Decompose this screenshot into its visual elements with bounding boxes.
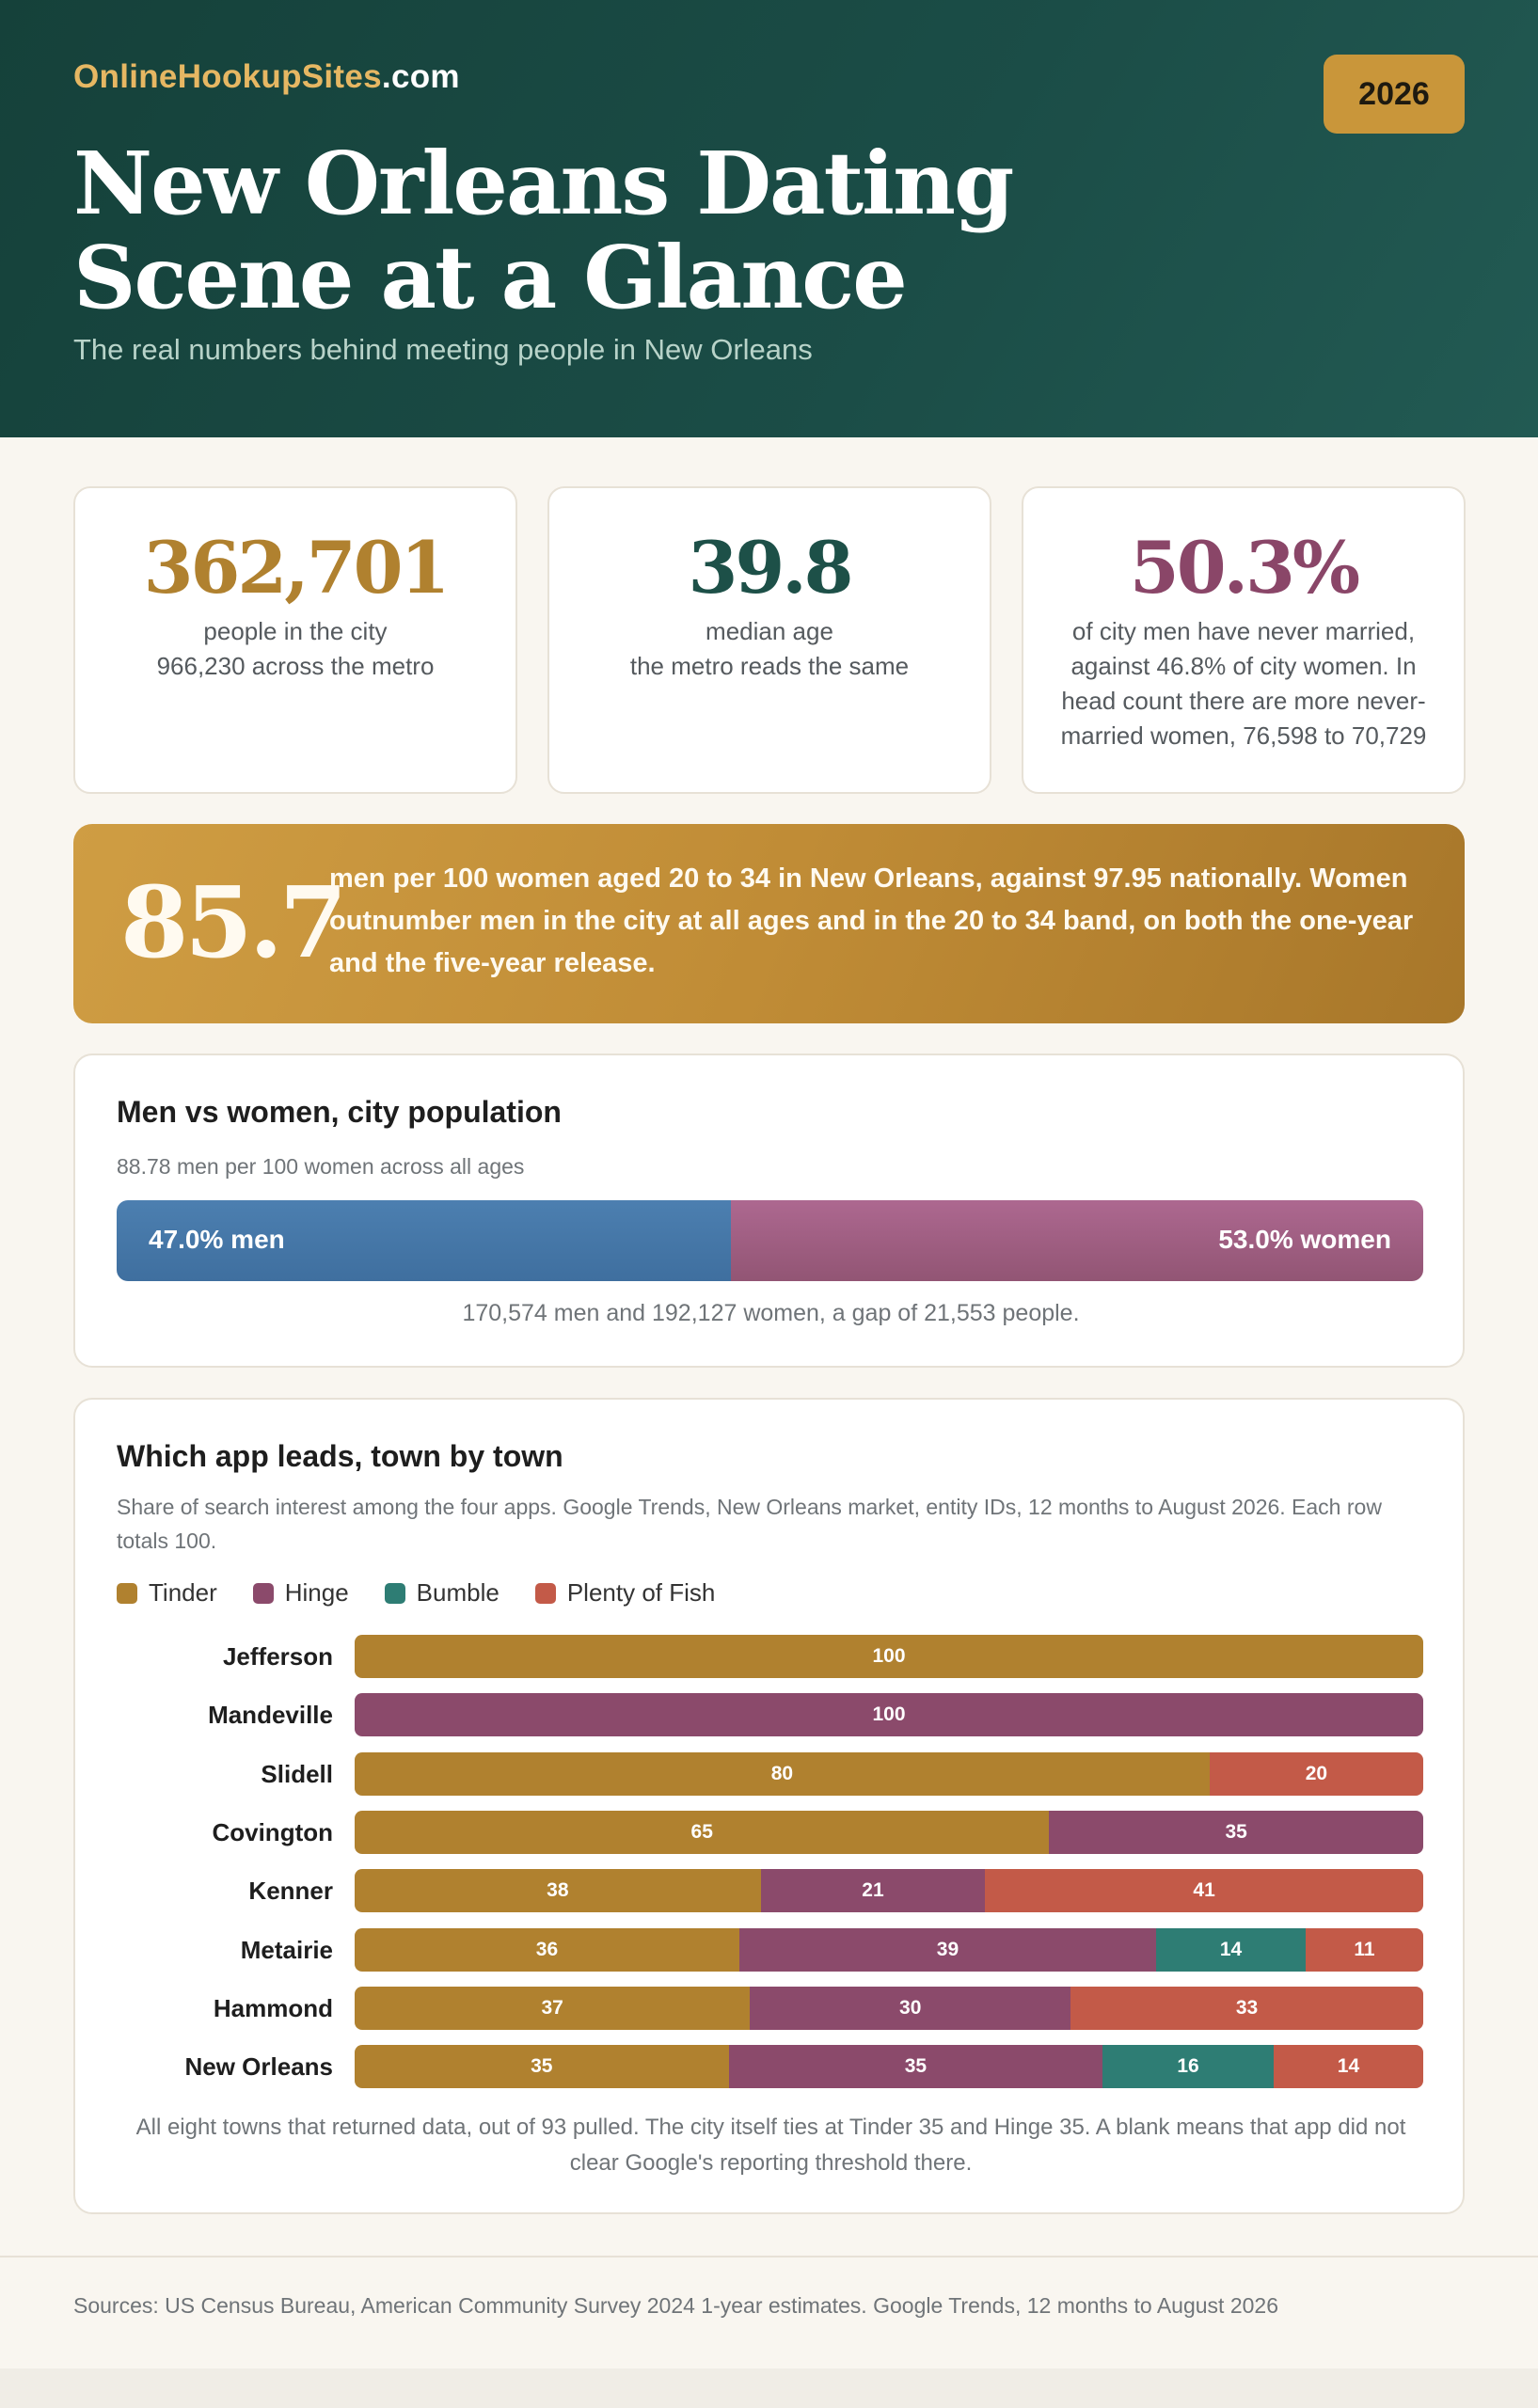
bar-segment: 65 [355,1810,1050,1854]
page-subtitle: The real numbers behind meeting people i… [73,333,813,366]
legend-swatch [534,1582,556,1604]
sources-footer: Sources: US Census Bureau, American Comm… [0,2256,1538,2318]
stat-value: 50.3% [1129,526,1360,610]
brand-logo[interactable]: OnlineHookupSites.com [73,58,460,95]
legend-item: Plenty of Fish [534,1578,716,1608]
stat-sub: the metro reads the same [629,652,910,680]
bar-segment: 11 [1306,1927,1423,1972]
legend-swatch [384,1582,405,1604]
bar-segment: 33 [1070,1986,1423,2030]
bar-segment: 20 [1209,1751,1423,1796]
sources-text: Sources: US Census Bureau, American Comm… [73,2293,1278,2318]
bar-segment: 41 [985,1869,1423,1913]
women-share-label: 53.0% women [1218,1225,1391,1254]
apps-panel-note: Share of search interest among the four … [117,1495,1382,1553]
women-share-segment [730,1200,1423,1281]
legend-item: Tinder [117,1578,217,1608]
legend-label: Tinder [149,1578,217,1607]
apps-panel-title: Which app leads, town by town [117,1439,563,1473]
stat-value: 39.8 [688,526,853,610]
page-title: New Orleans Dating Scene at a Glance [73,133,1014,328]
stacked-bar: 37 30 33 [355,1986,1423,2030]
stacked-bar: 100 [355,1635,1423,1678]
legend-label: Plenty of Fish [566,1578,716,1607]
apps-panel: Which app leads, town by town Share of s… [73,1398,1465,2214]
bar-segment: 14 [1156,1927,1307,1972]
stat-label: of city men have never married, against … [1060,617,1427,750]
bar-segment: 36 [355,1927,739,1972]
chart-row: Hammond 37 30 33 [75,1986,1467,2030]
sex-ratio-banner: 85.7 men per 100 women aged 20 to 34 in … [73,824,1465,1023]
category-label: Mandeville [208,1701,333,1730]
stat-value: 362,701 [143,526,451,610]
stat-label: median age [706,617,833,645]
legend-label: Hinge [284,1578,349,1607]
stat-card-median-age: 39.8 median age the metro reads the same [547,486,991,794]
gender-panel: Men vs women, city population 88.78 men … [73,1054,1465,1368]
chart-legend: Tinder Hinge Bumble Plenty of Fish [117,1578,715,1608]
bar-segment: 14 [1273,2045,1423,2089]
stacked-bar: 35 35 16 14 [355,2045,1423,2089]
chart-row: Mandeville 100 [75,1693,1467,1737]
legend-label: Bumble [416,1578,499,1607]
stat-card-population: 362,701 people in the city 966,230 acros… [73,486,517,794]
chart-row: Covington 65 35 [75,1810,1467,1854]
header: OnlineHookupSites.com 2026 New Orleans D… [0,0,1538,437]
stat-sub: 966,230 across the metro [156,652,435,680]
stacked-bar: 80 20 [355,1751,1423,1796]
bar-segment: 100 [355,1693,1423,1737]
category-label: Metairie [240,1935,333,1964]
category-label: Slidell [261,1759,333,1788]
apps-panel-footnote: All eight towns that returned data, out … [135,2115,1406,2176]
chart-row: Slidell 80 20 [75,1751,1467,1796]
legend-swatch [117,1582,137,1604]
stacked-bar: 65 35 [355,1810,1423,1854]
bar-segment: 100 [355,1635,1423,1678]
bar-segment: 35 [1049,1810,1423,1854]
stacked-bar: 36 39 14 11 [355,1927,1423,1972]
bar-segment: 35 [728,2045,1103,2089]
stat-label: people in the city [203,617,388,645]
category-label: New Orleans [184,2052,333,2082]
chart-row: New Orleans 35 35 16 14 [75,2045,1467,2089]
bar-segment: 39 [738,1927,1156,1972]
sex-ratio-value: 85.7 [120,864,347,980]
legend-item: Hinge [252,1578,349,1608]
category-label: Jefferson [222,1642,333,1671]
year-badge: 2026 [1324,55,1465,134]
gender-panel-note: 88.78 men per 100 women across all ages [117,1154,525,1179]
gender-split-bar: 47.0% men 53.0% women [117,1200,1423,1281]
stacked-bar: 100 [355,1693,1423,1737]
category-label: Hammond [213,1993,333,2022]
category-label: Covington [212,1817,333,1846]
bar-segment: 16 [1102,2045,1274,2089]
bar-segment: 80 [355,1751,1210,1796]
chart-row: Jefferson 100 [75,1635,1467,1678]
sex-ratio-text: men per 100 women aged 20 to 34 in New O… [329,863,1414,978]
stacked-bar: 38 21 41 [355,1869,1423,1913]
bar-segment: 37 [355,1986,751,2030]
bar-segment: 38 [355,1869,761,1913]
chart-row: Kenner 38 21 41 [75,1869,1467,1913]
men-share-segment [117,1200,731,1281]
gender-panel-title: Men vs women, city population [117,1095,562,1129]
bar-segment: 35 [355,2045,729,2089]
category-label: Kenner [248,1877,333,1906]
chart-row: Metairie 36 39 14 11 [75,1927,1467,1972]
legend-item: Bumble [384,1578,499,1608]
bar-segment: 21 [760,1869,986,1913]
stat-card-never-married: 50.3% of city men have never married, ag… [1022,486,1466,794]
gender-caption: 170,574 men and 192,127 women, a gap of … [462,1300,1080,1326]
bar-segment: 30 [750,1986,1071,2030]
men-share-label: 47.0% men [149,1225,285,1254]
legend-swatch [252,1582,274,1604]
